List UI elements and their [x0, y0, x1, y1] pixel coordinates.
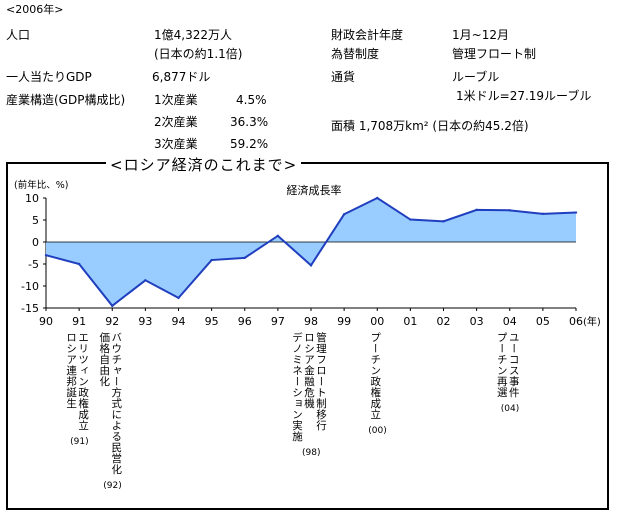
y-tick-label: 10	[25, 192, 39, 205]
data-point	[541, 212, 545, 216]
event-label-line: エリツィン政権成立	[77, 332, 90, 431]
data-point	[177, 296, 180, 300]
x-tick-label: 97	[271, 315, 285, 328]
chart-frame	[6, 162, 609, 510]
population-label: 人口	[6, 28, 31, 42]
event-year: (04)	[500, 404, 520, 414]
area-text: 面積 1,708万km² (日本の約45.2倍)	[331, 119, 529, 133]
event-label-line: ロシア金融危機	[303, 332, 315, 409]
x-tick-label: 02	[437, 315, 451, 328]
event-label-line: ユーコス事件	[507, 332, 520, 398]
x-tick-label: 04	[503, 315, 517, 328]
y-tick-label: -5	[28, 258, 39, 271]
data-point	[243, 256, 246, 260]
y-tick-label: 5	[32, 214, 39, 227]
event-label-line: 価格自由化	[98, 332, 111, 387]
x-tick-label: 91	[72, 315, 86, 328]
industry-row-1-value: 4.5%	[236, 93, 267, 107]
data-point	[111, 304, 114, 307]
y-tick-label: -15	[21, 302, 39, 315]
data-point	[409, 218, 412, 221]
gdp-per-capita-label: 一人当たりGDP	[6, 70, 92, 84]
x-tick-label: 00	[370, 315, 384, 328]
event-label-line: 管理フロート制移行	[315, 332, 327, 431]
event-year: (91)	[70, 437, 89, 447]
year-label: <2006年>	[6, 3, 64, 16]
industry-row-3-value: 59.2%	[230, 137, 269, 151]
industry-row-2-value: 36.3%	[230, 115, 269, 129]
x-tick-label: 03	[470, 315, 484, 328]
fiscal-year-label: 財政会計年度	[331, 28, 404, 42]
event-year: (98)	[302, 448, 321, 458]
data-point	[77, 262, 81, 266]
x-tick-label: 06	[569, 315, 583, 328]
x-tick-label: 01	[403, 315, 417, 328]
data-point	[210, 258, 213, 262]
gdp-per-capita-value: 6,877ドル	[152, 70, 211, 84]
section-title: <ロシア経済のこれまで>	[106, 154, 302, 175]
y-tick-label: 0	[32, 236, 39, 249]
fx-value: 管理フロート制	[452, 47, 537, 61]
x-tick-label: 90	[39, 315, 53, 328]
data-point	[144, 279, 147, 282]
event-label-line: プーチン再選	[495, 332, 508, 398]
data-point	[342, 213, 346, 216]
growth-area	[46, 198, 576, 306]
industry-row-2-name: 2次産業	[154, 115, 198, 129]
x-tick-label: 96	[238, 315, 252, 328]
industry-row-3-name: 3次産業	[154, 137, 198, 151]
event-label-line: プーチン政権成立	[369, 332, 382, 420]
x-tick-label: 05	[536, 315, 550, 328]
industry-row-1-name: 1次産業	[154, 93, 198, 107]
y-axis-label: (前年比、%)	[14, 179, 68, 191]
event-label-line: デノミネーション実施	[291, 332, 303, 442]
fiscal-year-value: 1月~12月	[452, 28, 509, 42]
data-point	[574, 211, 578, 214]
currency-rate: 1米ドル=27.19ルーブル	[456, 89, 592, 103]
fx-label: 為替制度	[331, 47, 380, 61]
data-point	[376, 196, 379, 200]
currency-label: 通貨	[331, 70, 356, 84]
chart-title: 経済成長率	[287, 183, 342, 197]
industry-label: 産業構造(GDP構成比)	[6, 93, 126, 107]
data-point	[475, 208, 478, 212]
x-axis-unit: (年)	[583, 315, 601, 328]
x-tick-label: 92	[105, 315, 119, 328]
data-point	[44, 254, 48, 257]
data-point	[309, 264, 313, 267]
x-tick-label: 94	[172, 315, 186, 328]
population-note: (日本の約1.1倍)	[154, 47, 243, 61]
x-tick-label: 98	[304, 315, 318, 328]
x-tick-label: 95	[205, 315, 219, 328]
event-year: (92)	[103, 481, 122, 491]
event-year: (00)	[368, 426, 387, 436]
event-label-line: ロシア連邦誕生	[65, 332, 78, 409]
population-value: 1億4,322万人	[154, 28, 232, 42]
x-tick-label: 93	[138, 315, 152, 328]
event-label-line: バウチャー方式による民営化	[110, 332, 123, 475]
y-tick-label: -10	[21, 280, 39, 293]
data-point	[442, 220, 445, 223]
data-point	[276, 234, 280, 238]
x-tick-label: 99	[337, 315, 351, 328]
data-point	[508, 209, 511, 212]
currency-value: ルーブル	[452, 70, 500, 84]
